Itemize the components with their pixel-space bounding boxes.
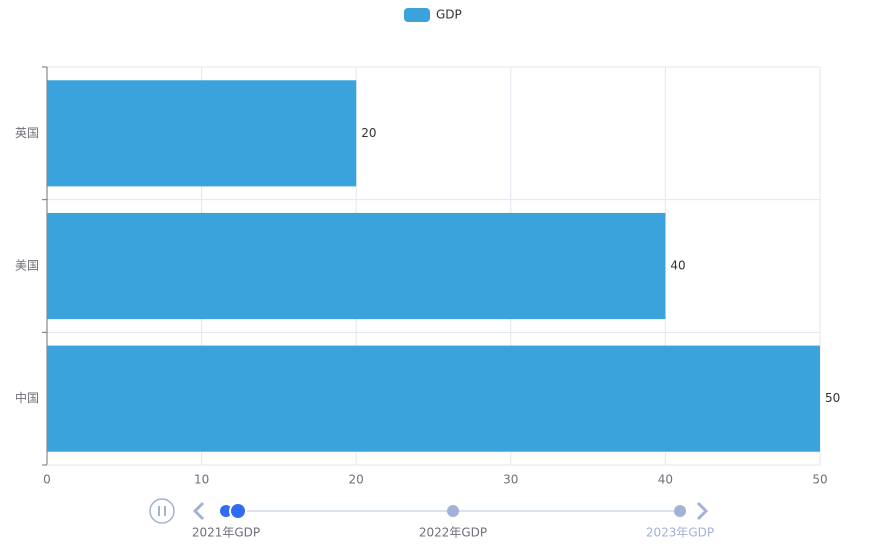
timeline-point[interactable] xyxy=(220,505,232,517)
timeline-label[interactable]: 2021年GDP xyxy=(192,526,260,540)
y-tick-label: 美国 xyxy=(15,259,39,273)
data-label: 50 xyxy=(825,391,840,405)
timeline-point[interactable] xyxy=(674,505,686,517)
bar xyxy=(47,80,357,187)
x-tick-label: 20 xyxy=(349,473,364,487)
bar xyxy=(47,345,820,452)
timeline-label[interactable]: 2022年GDP xyxy=(419,526,487,540)
timeline-label[interactable]: 2023年GDP xyxy=(646,526,714,540)
prev-button[interactable] xyxy=(192,501,205,521)
y-tick-label: 中国 xyxy=(15,390,39,405)
x-tick-label: 30 xyxy=(503,473,518,487)
bar xyxy=(47,212,666,320)
y-tick-label: 英国 xyxy=(15,126,39,140)
legend-label[interactable]: GDP xyxy=(436,8,462,22)
x-tick-label: 40 xyxy=(658,473,673,487)
x-tick-label: 50 xyxy=(812,473,827,487)
pause-icon[interactable] xyxy=(158,506,166,516)
next-button[interactable] xyxy=(696,501,709,521)
x-tick-label: 0 xyxy=(43,473,51,487)
timeline-handle[interactable] xyxy=(229,502,247,520)
data-label: 40 xyxy=(670,259,685,273)
data-label: 20 xyxy=(361,126,376,140)
play-button[interactable] xyxy=(149,498,175,524)
x-tick-label: 10 xyxy=(194,473,209,487)
legend-swatch[interactable] xyxy=(404,8,430,22)
timeline-point[interactable] xyxy=(447,505,459,517)
